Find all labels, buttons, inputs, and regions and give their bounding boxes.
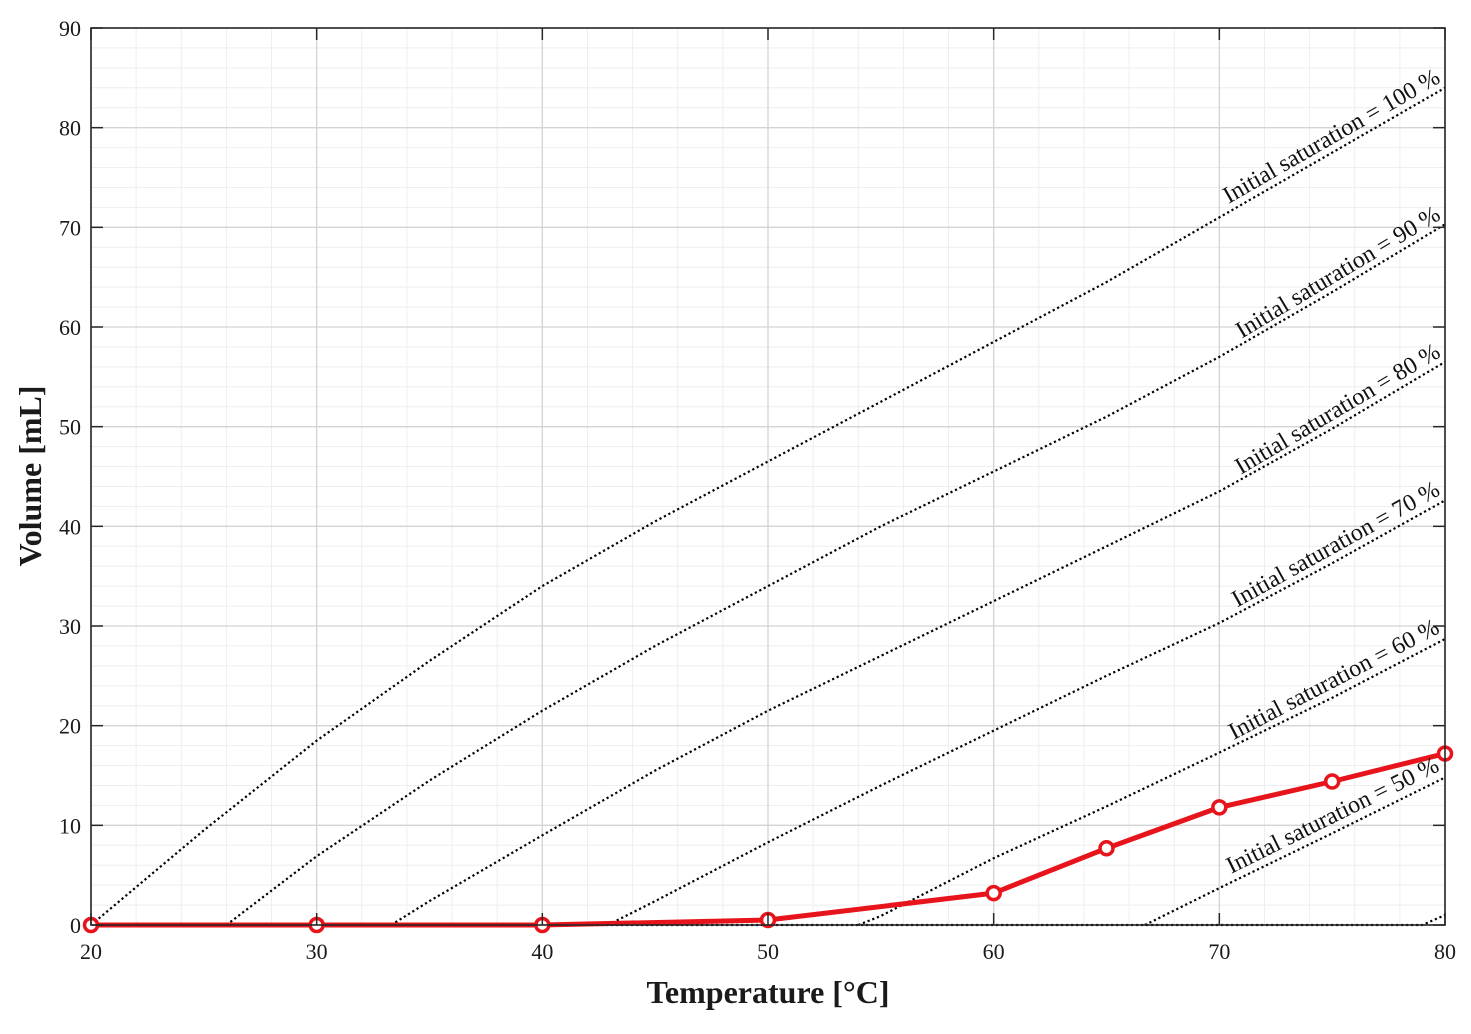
x-tick-label: 60 — [983, 939, 1005, 964]
saturation-curve — [1144, 776, 1446, 926]
x-tick-label: 50 — [757, 939, 779, 964]
y-tick-label: 0 — [70, 913, 81, 938]
data-point — [1098, 840, 1115, 857]
y-tick-label: 50 — [59, 415, 81, 440]
x-tick-label: 20 — [80, 939, 102, 964]
x-tick-label: 80 — [1434, 939, 1456, 964]
y-tick-label: 30 — [59, 614, 81, 639]
data-point — [1323, 773, 1341, 790]
y-tick-label: 20 — [59, 714, 81, 739]
x-tick-label: 30 — [306, 939, 328, 964]
saturation-curve — [857, 638, 1446, 927]
saturation-curve — [607, 499, 1446, 926]
y-tick-label: 40 — [59, 514, 81, 539]
x-axis-title: Temperature [°C] — [647, 974, 890, 1010]
x-tick-label: 40 — [531, 939, 553, 964]
y-tick-label: 60 — [59, 315, 81, 340]
tick-labels: 20 30 40 50 60 70 80 0 10 20 30 40 50 60 70 80 90 — [59, 16, 1456, 964]
y-tick-label: 70 — [59, 215, 81, 240]
y-tick-label: 90 — [59, 16, 81, 41]
y-axis-title: Volume [mL] — [12, 385, 48, 566]
data-point — [985, 884, 1002, 902]
y-tick-label: 80 — [59, 116, 81, 141]
axis-ticks — [90, 27, 1446, 926]
y-tick-label: 10 — [59, 813, 81, 838]
saturation-curve — [225, 223, 1446, 926]
x-tick-label: 70 — [1208, 939, 1230, 964]
saturation-curve — [90, 86, 1446, 926]
data-point — [1211, 799, 1228, 816]
